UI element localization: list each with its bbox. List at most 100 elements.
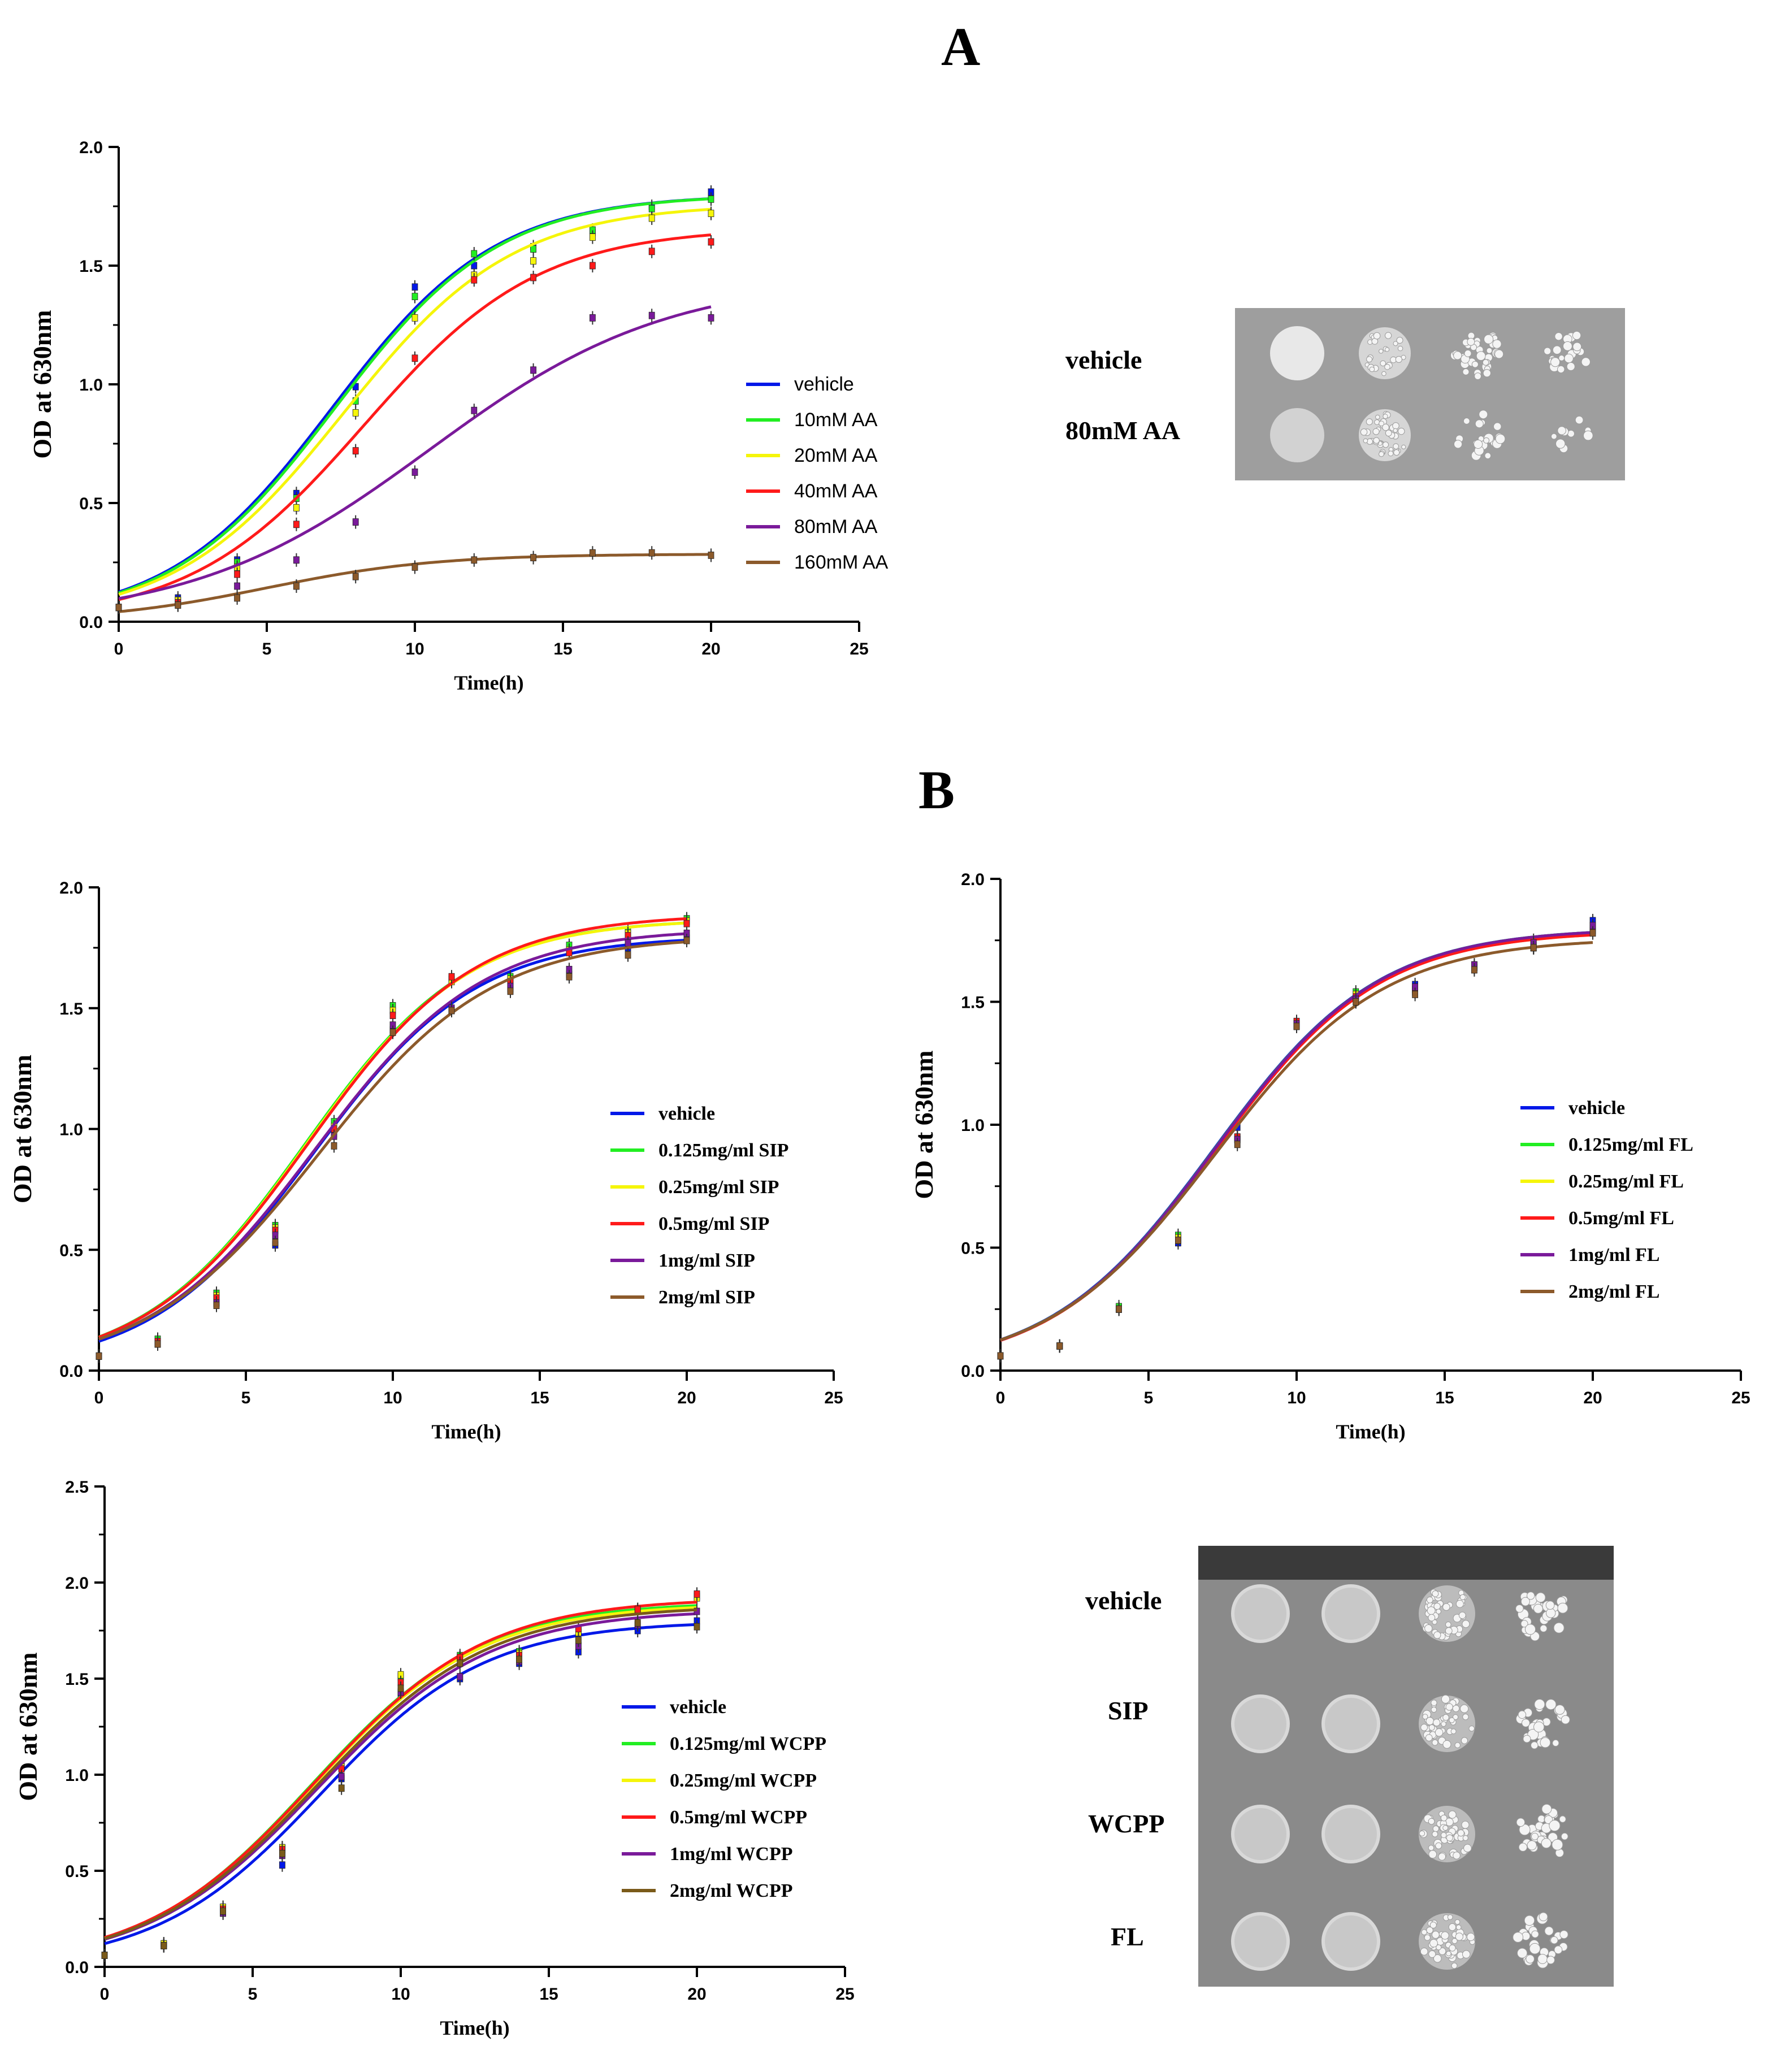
colony <box>1462 1620 1470 1628</box>
fit-curve-3 <box>104 1601 697 1939</box>
colony <box>1393 428 1398 433</box>
data-point <box>293 504 300 512</box>
colony <box>1384 363 1390 370</box>
colony <box>1524 1915 1535 1926</box>
data-point <box>293 556 300 564</box>
colony <box>1433 1954 1442 1963</box>
data-point <box>115 604 122 612</box>
colony <box>1492 339 1502 349</box>
colony <box>1457 1829 1464 1837</box>
colony <box>1541 1804 1552 1814</box>
colony <box>1583 430 1593 441</box>
colony <box>1534 1699 1545 1710</box>
data-point <box>154 1340 161 1348</box>
colony <box>1483 369 1491 378</box>
y-tick-label: 2.0 <box>79 138 103 157</box>
data-point <box>625 951 631 959</box>
x-tick-label: 20 <box>701 640 720 658</box>
data-point <box>411 283 418 291</box>
spot-label-sip: SIP <box>1108 1696 1149 1725</box>
colony <box>1363 438 1368 444</box>
colony <box>1395 356 1402 363</box>
colony <box>1545 1601 1555 1610</box>
colony <box>1442 1714 1449 1721</box>
colony <box>1572 342 1582 352</box>
x-tick-label: 25 <box>850 640 868 658</box>
legend-label: 1mg/ml FL <box>1568 1245 1659 1265</box>
colony <box>1382 423 1389 431</box>
colony <box>1432 1825 1440 1832</box>
colony <box>1475 419 1484 428</box>
colony <box>1435 1728 1444 1737</box>
colony <box>1427 1606 1436 1615</box>
colony <box>1462 1714 1469 1720</box>
y-tick-label: 0.0 <box>59 1362 83 1381</box>
data-point <box>389 1029 396 1036</box>
data-point <box>1471 966 1477 974</box>
data-point <box>352 409 359 417</box>
x-axis-label: Time(h) <box>454 671 523 694</box>
colony <box>1566 362 1575 371</box>
colony <box>1527 1840 1537 1850</box>
colony <box>1381 371 1386 376</box>
plate-rim <box>1198 1546 1614 1580</box>
data-point <box>1293 1022 1300 1030</box>
colony <box>1545 1699 1557 1710</box>
data-point <box>634 1619 641 1627</box>
data-point <box>101 1952 108 1959</box>
colony <box>1519 1824 1531 1836</box>
data-point <box>352 447 359 454</box>
colony <box>1420 1723 1428 1731</box>
spot-label-vehicle: vehicle <box>1065 345 1142 374</box>
colony <box>1550 433 1557 440</box>
colony <box>1561 1715 1570 1724</box>
x-tick-label: 5 <box>241 1389 251 1407</box>
data-point <box>1589 929 1596 937</box>
colony <box>1460 1704 1469 1713</box>
colony <box>1432 1739 1438 1746</box>
colony <box>1421 1929 1427 1935</box>
colony <box>1471 361 1479 368</box>
data-point <box>625 939 631 947</box>
legend-label: 80mM AA <box>794 516 878 537</box>
data-point <box>566 973 573 981</box>
colony <box>1455 1599 1464 1608</box>
colony <box>1537 1954 1548 1964</box>
legend-label: vehicle <box>1568 1098 1625 1119</box>
data-point <box>530 257 536 265</box>
y-tick-label: 0.5 <box>65 1862 89 1881</box>
data-point <box>352 518 359 526</box>
x-tick-label: 15 <box>539 1985 558 2004</box>
colony <box>1397 345 1403 352</box>
fit-curve-3 <box>98 917 687 1339</box>
colony <box>1428 1724 1435 1731</box>
data-point <box>411 469 418 476</box>
legend-label: 10mM AA <box>794 409 878 431</box>
colony <box>1562 341 1572 351</box>
colony <box>1557 365 1565 374</box>
data-point <box>234 582 241 590</box>
data-point <box>516 1655 522 1663</box>
fit-curve-2 <box>98 921 687 1339</box>
colony <box>1385 430 1392 437</box>
data-point <box>648 311 655 319</box>
colony <box>1550 1936 1558 1944</box>
colony <box>1539 1912 1548 1922</box>
data-point <box>279 1861 285 1869</box>
colony <box>1546 1956 1555 1965</box>
colony <box>1455 1932 1463 1941</box>
y-tick-label: 2.5 <box>65 1478 89 1497</box>
x-tick-label: 25 <box>835 1985 854 2004</box>
data-point <box>694 1590 700 1598</box>
colony <box>1549 1820 1561 1832</box>
colony-spot-inner <box>1325 1698 1377 1750</box>
data-point <box>397 1684 404 1692</box>
colony <box>1561 1832 1568 1840</box>
colony <box>1432 1931 1440 1939</box>
colony <box>1419 1830 1425 1837</box>
colony <box>1432 1831 1438 1837</box>
spot-label-80mm-aa: 80mM AA <box>1065 416 1181 445</box>
data-point <box>213 1302 220 1309</box>
data-point <box>293 521 300 528</box>
colony <box>1468 1726 1475 1732</box>
